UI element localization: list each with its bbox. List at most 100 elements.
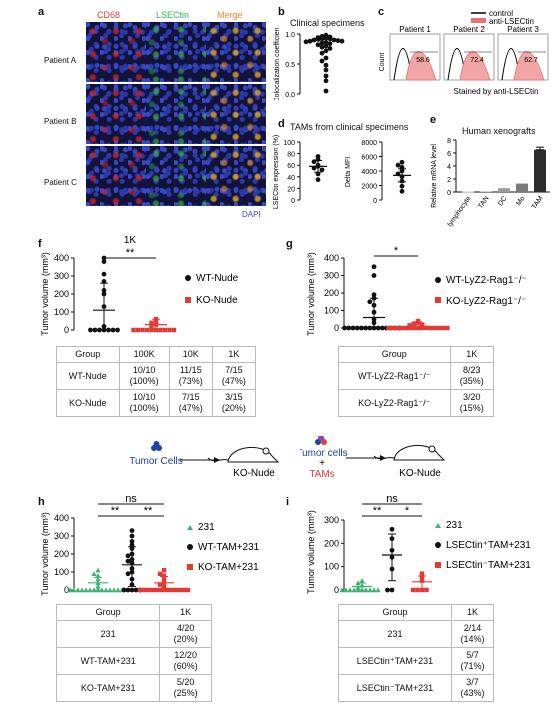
row-label-patient-a: Patient A bbox=[44, 56, 77, 65]
panel-a-label: a bbox=[38, 6, 45, 18]
panel-g-ko-point bbox=[407, 323, 412, 328]
panel-i-table-row: 231 2/14 (14%) bbox=[338, 620, 495, 648]
panel-h-legend-wt-marker bbox=[187, 544, 193, 550]
panel-h-wt-point bbox=[125, 587, 131, 593]
panel-f-y-tick-label: 0 bbox=[64, 325, 69, 335]
panel-c-stained-curve bbox=[405, 51, 437, 81]
panel-f-table-header-row: Group 100K 10K 1K bbox=[56, 346, 257, 363]
panel-b-point bbox=[319, 44, 325, 50]
panel-h-wt-point bbox=[121, 587, 127, 593]
panel-g-y-tick-label: 300 bbox=[324, 271, 339, 281]
panel-g-ko-point bbox=[424, 325, 429, 331]
panel-h-table-header-cell: Group bbox=[55, 604, 161, 621]
micrograph-b-merge bbox=[206, 84, 266, 144]
panel-g-wt-point bbox=[350, 325, 356, 331]
panel-h-y-tick-label: 100 bbox=[54, 567, 69, 577]
panel-g-ko-point bbox=[411, 325, 416, 331]
panel-e-bar bbox=[498, 188, 510, 192]
panel-g-table-cell: 8/23 (35%) bbox=[449, 362, 495, 390]
panel-i-231-point bbox=[367, 587, 373, 593]
panel-f-wt-point bbox=[101, 279, 107, 284]
panel-i-table-header-cell: Group bbox=[338, 604, 452, 621]
panel-h-ko-point bbox=[137, 587, 143, 593]
panel-e-label: e bbox=[430, 114, 437, 126]
panel-i-ylabel: Tumor volume (mm³) bbox=[306, 510, 316, 594]
panel-h-table-header-cell: 1K bbox=[159, 604, 212, 621]
panel-b-point bbox=[319, 50, 325, 56]
panel-g-table-row: KO-LyZ2-Rag1⁻/⁻ 3/20 (15%) bbox=[338, 389, 495, 417]
panel-b-y-tick-label: 0.0 bbox=[285, 92, 295, 99]
panel-e-y-tick-label: 4 bbox=[447, 164, 451, 171]
panel-i-table-cell: 2/14 (14%) bbox=[450, 620, 495, 648]
panel-c-patient-label: Patient 2 bbox=[453, 25, 485, 34]
panel-i-y-tick-label: 100 bbox=[324, 562, 339, 572]
panel-b-point bbox=[315, 42, 321, 48]
panel-d-left-y-tick-label: 0 bbox=[291, 198, 295, 205]
panel-f-y-tick-label: 100 bbox=[54, 307, 69, 317]
panel-i-table: Group 1K 231 2/14 (14%) LSECtin⁺TAM+231 5/7 (… bbox=[338, 604, 495, 702]
panel-i-table-row: LSECtin⁺TAM+231 5/7 (71%) bbox=[338, 647, 495, 675]
legend-anti-lsectin-swatch bbox=[471, 18, 486, 23]
panel-i-231-point bbox=[359, 578, 365, 583]
panel-g-y-tick-label: 200 bbox=[324, 288, 339, 298]
panel-b-y-tick-label: 0.5 bbox=[285, 62, 295, 69]
panel-d-right-y-tick-label: 6000 bbox=[361, 155, 377, 162]
panel-e-bar bbox=[480, 191, 492, 193]
panel-f-ko-point bbox=[140, 327, 145, 333]
panel-d-right-point bbox=[399, 188, 405, 194]
panel-f-wt-point bbox=[92, 327, 98, 333]
schematic-left: Tumor Cells KO-Nude bbox=[130, 441, 280, 479]
micrograph-c-lsectin bbox=[146, 146, 206, 206]
panel-d-right-y-tick-label: 8000 bbox=[361, 140, 377, 147]
panel-c-percent: 72.4 bbox=[470, 57, 484, 64]
panel-i-table-cell: 5/7 (71%) bbox=[450, 647, 495, 675]
schematic-right-mouse-label: KO-Nude bbox=[399, 468, 441, 479]
panel-i-231-point bbox=[339, 587, 345, 593]
panel-d-left-point bbox=[315, 171, 321, 177]
panel-h-y-tick-label: 300 bbox=[54, 531, 69, 541]
panel-g-ko-point bbox=[432, 325, 437, 331]
panel-d-left-y-tick-label: 100 bbox=[283, 140, 295, 147]
panel-d-label: d bbox=[278, 118, 285, 130]
schematic-left-mouse-body bbox=[227, 446, 280, 463]
micrograph-a-merge bbox=[206, 22, 266, 82]
panel-h-table-cell: KO-TAM+231 bbox=[55, 674, 161, 702]
panel-i-ns-bracket-label: ns bbox=[386, 493, 398, 505]
panel-i-legend-pos-marker bbox=[435, 542, 441, 548]
panel-f-legend-wt-label: WT-Nude bbox=[196, 273, 239, 284]
panel-d-right-point bbox=[399, 159, 405, 165]
panel-f-legend-ko-label: KO-Nude bbox=[196, 295, 238, 306]
panel-e-category-label: Mo bbox=[515, 195, 526, 207]
legend-anti-lsectin-label: anti-LSECtin bbox=[489, 17, 534, 26]
panel-i-right-bracket-label: * bbox=[405, 505, 410, 517]
panel-f-wt-point bbox=[106, 327, 111, 333]
panel-g-wt-point bbox=[371, 292, 377, 298]
schematic-left-arrowhead bbox=[214, 457, 220, 463]
schematic-right-plus: + bbox=[319, 458, 325, 469]
panel-d-left-point bbox=[319, 167, 325, 173]
panel-g-ko-point bbox=[420, 325, 425, 331]
panel-f-chart: 400 300 200 100 0 Tumor volume (mm³) 1K** WT-Nu… bbox=[40, 235, 239, 336]
panel-h-table-cell: 5/20 (25%) bbox=[159, 674, 212, 702]
panel-g-table-header-cell: Group bbox=[338, 346, 451, 363]
schematic-left-mouse-label: KO-Nude bbox=[233, 468, 275, 479]
panel-g-table-header-row: Group 1K bbox=[338, 346, 495, 363]
panel-h-ns-bracket-label: ns bbox=[125, 493, 137, 505]
panel-f-table-header-cell: 100K bbox=[118, 346, 170, 363]
panel-g-ko-point bbox=[428, 325, 433, 331]
panel-f-table-header-cell: Group bbox=[56, 346, 120, 363]
schematic-right-arrowhead bbox=[380, 455, 386, 461]
panel-g-wt-point bbox=[367, 325, 373, 331]
panel-i-label: i bbox=[286, 496, 290, 508]
micrograph-c-merge bbox=[206, 146, 266, 206]
panel-g-y-tick-label: 400 bbox=[324, 253, 339, 263]
panel-b-point bbox=[331, 37, 337, 43]
panel-g-wt-point bbox=[371, 264, 377, 270]
panel-h-right-bracket-label: ** bbox=[144, 505, 153, 517]
panel-i-table-row: LSECtin⁻TAM+231 3/7 (43%) bbox=[338, 674, 495, 702]
panel-i-table-cell: LSECtin⁺TAM+231 bbox=[338, 647, 452, 675]
panel-h-label: h bbox=[38, 496, 45, 508]
panel-b-point bbox=[327, 46, 333, 51]
panel-f-wt-point bbox=[101, 259, 107, 264]
